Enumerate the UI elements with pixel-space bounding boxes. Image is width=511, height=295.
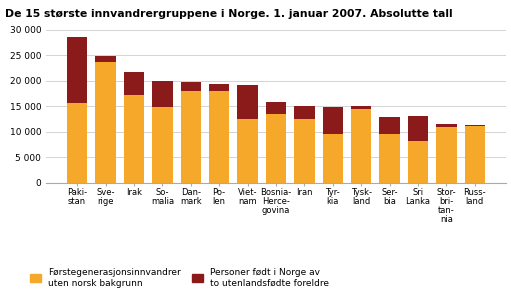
Bar	[464, 124, 485, 126]
Bar	[266, 114, 286, 183]
Bar	[152, 107, 173, 183]
Bar	[464, 126, 485, 183]
Bar	[180, 82, 201, 91]
Legend: Førstegenerasjonsinnvandrer
uten norsk bakgrunn, Personer født i Norge av
to ute: Førstegenerasjonsinnvandrer uten norsk b…	[30, 268, 329, 288]
Bar	[237, 85, 258, 119]
Bar	[67, 103, 87, 183]
Bar	[322, 134, 343, 183]
Bar	[379, 117, 400, 134]
Bar	[322, 107, 343, 134]
Bar	[95, 62, 116, 183]
Bar	[124, 95, 144, 183]
Bar	[237, 119, 258, 183]
Bar	[266, 102, 286, 114]
Bar	[351, 109, 371, 183]
Bar	[436, 124, 457, 127]
Bar	[209, 91, 229, 183]
Text: De 15 største innvandrergruppene i Norge. 1. januar 2007. Absolutte tall: De 15 største innvandrergruppene i Norge…	[5, 9, 453, 19]
Bar	[67, 37, 87, 103]
Bar	[180, 91, 201, 183]
Bar	[152, 81, 173, 107]
Bar	[209, 84, 229, 91]
Bar	[408, 141, 428, 183]
Bar	[294, 106, 315, 119]
Bar	[294, 119, 315, 183]
Bar	[379, 134, 400, 183]
Bar	[436, 127, 457, 183]
Bar	[408, 116, 428, 141]
Bar	[95, 56, 116, 62]
Bar	[124, 73, 144, 95]
Bar	[351, 106, 371, 109]
